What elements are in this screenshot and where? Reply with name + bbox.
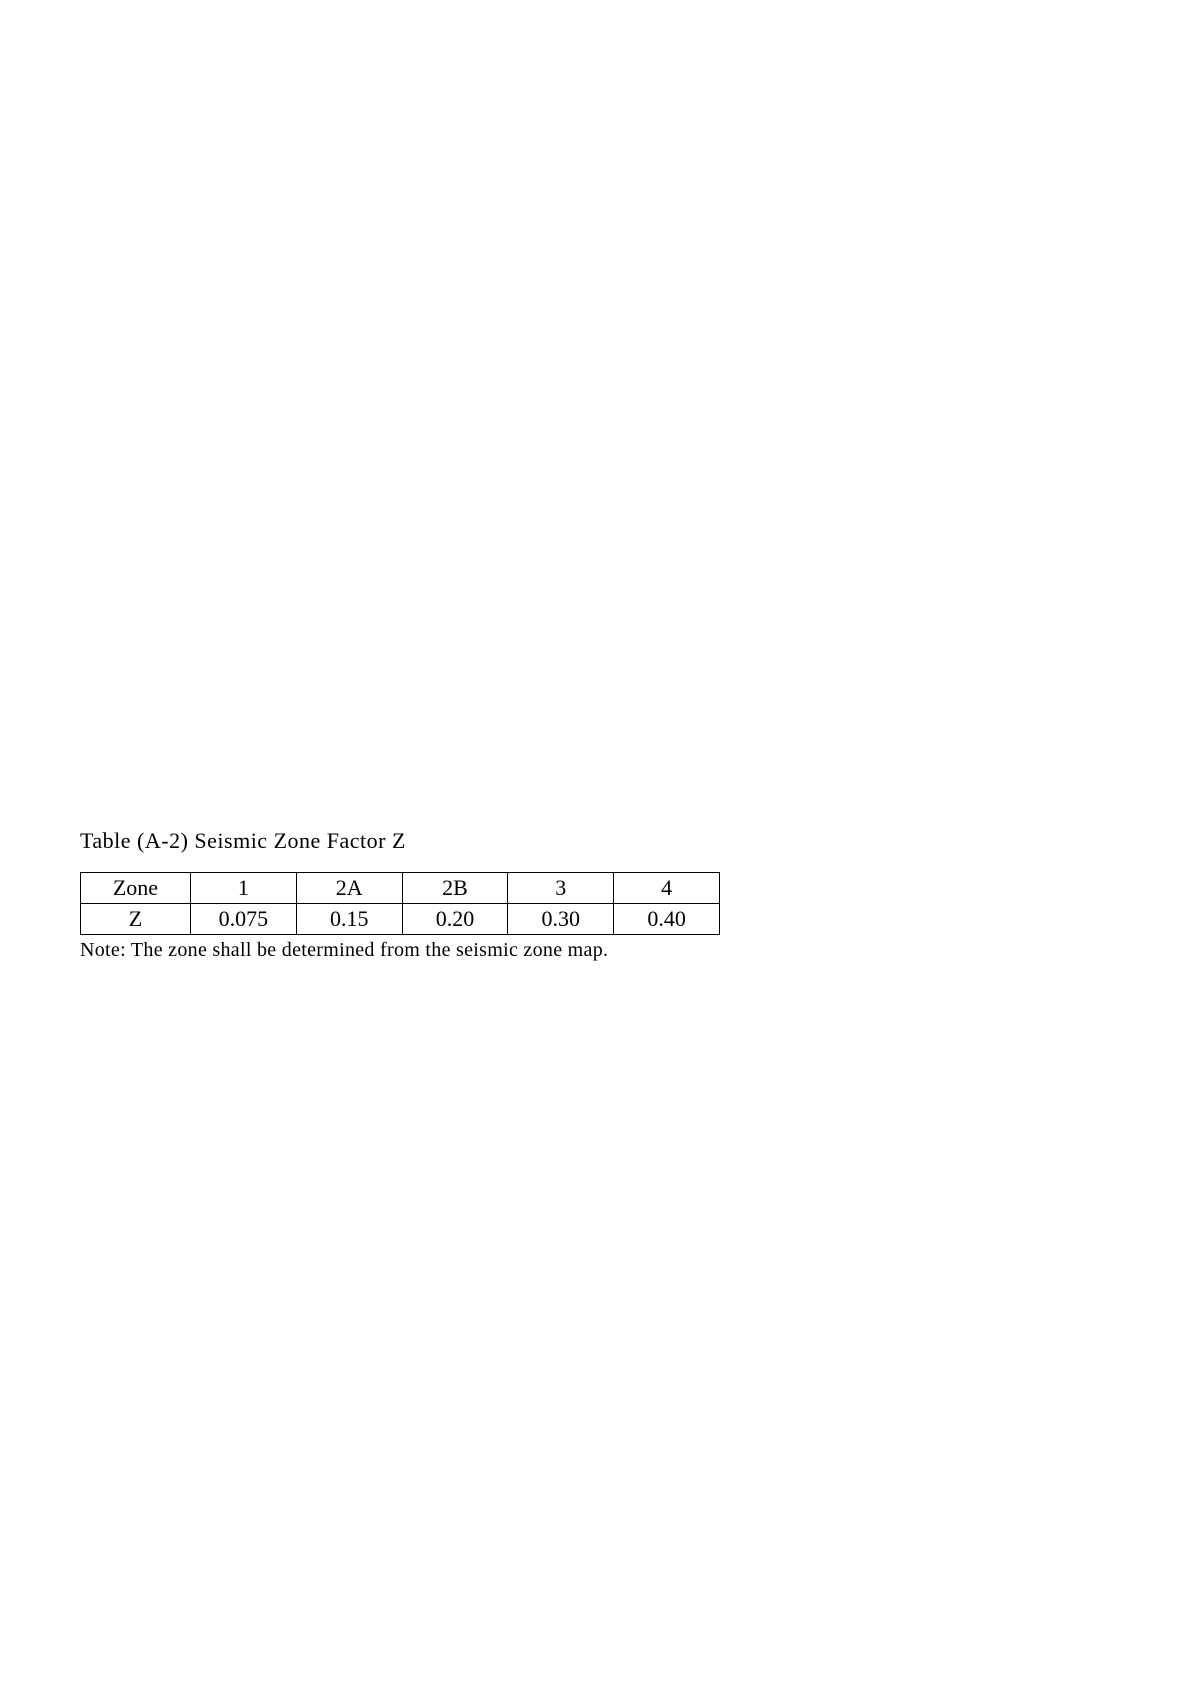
header-cell-3: 3 — [508, 873, 614, 904]
header-cell-2b: 2B — [402, 873, 508, 904]
cell-value: 0.30 — [508, 904, 614, 935]
cell-value: 0.075 — [190, 904, 296, 935]
cell-value: 0.20 — [402, 904, 508, 935]
table-title: Table (A-2) Seismic Zone Factor Z — [80, 828, 720, 854]
seismic-zone-table: Zone 1 2A 2B 3 4 Z 0.075 0.15 0.20 0.30 … — [80, 872, 720, 935]
row-label-z: Z — [81, 904, 191, 935]
header-cell-4: 4 — [614, 873, 720, 904]
table-note: Note: The zone shall be determined from … — [80, 939, 720, 962]
cell-value: 0.40 — [614, 904, 720, 935]
header-cell-zone: Zone — [81, 873, 191, 904]
table-header-row: Zone 1 2A 2B 3 4 — [81, 873, 720, 904]
table-row: Z 0.075 0.15 0.20 0.30 0.40 — [81, 904, 720, 935]
cell-value: 0.15 — [296, 904, 402, 935]
header-cell-1: 1 — [190, 873, 296, 904]
header-cell-2a: 2A — [296, 873, 402, 904]
document-content: Table (A-2) Seismic Zone Factor Z Zone 1… — [80, 828, 720, 962]
